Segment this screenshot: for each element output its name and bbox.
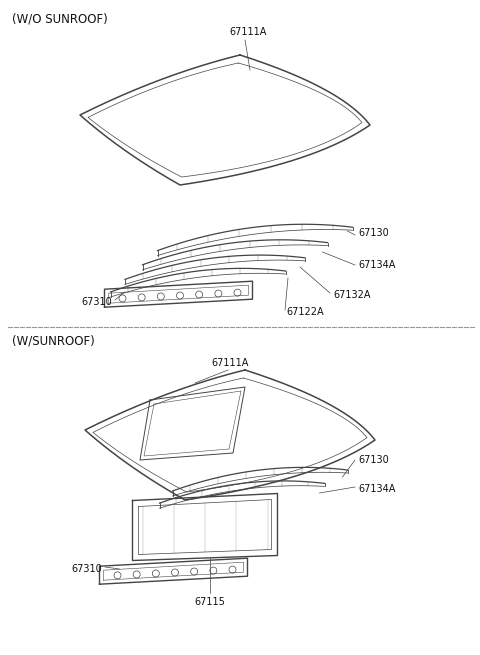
- Text: 67130: 67130: [358, 455, 389, 465]
- Text: 67132A: 67132A: [333, 290, 371, 300]
- Text: 67134A: 67134A: [358, 484, 396, 494]
- Text: 67111A: 67111A: [229, 27, 267, 37]
- Text: (W/O SUNROOF): (W/O SUNROOF): [12, 13, 108, 26]
- Text: 67111A: 67111A: [211, 358, 249, 368]
- Text: 67115: 67115: [194, 597, 226, 607]
- Text: 67310: 67310: [71, 564, 102, 574]
- Text: 67134A: 67134A: [358, 260, 396, 270]
- Text: 67310: 67310: [81, 297, 112, 307]
- Text: 67122A: 67122A: [286, 307, 324, 317]
- Text: (W/SUNROOF): (W/SUNROOF): [12, 335, 95, 348]
- Text: 67130: 67130: [358, 228, 389, 238]
